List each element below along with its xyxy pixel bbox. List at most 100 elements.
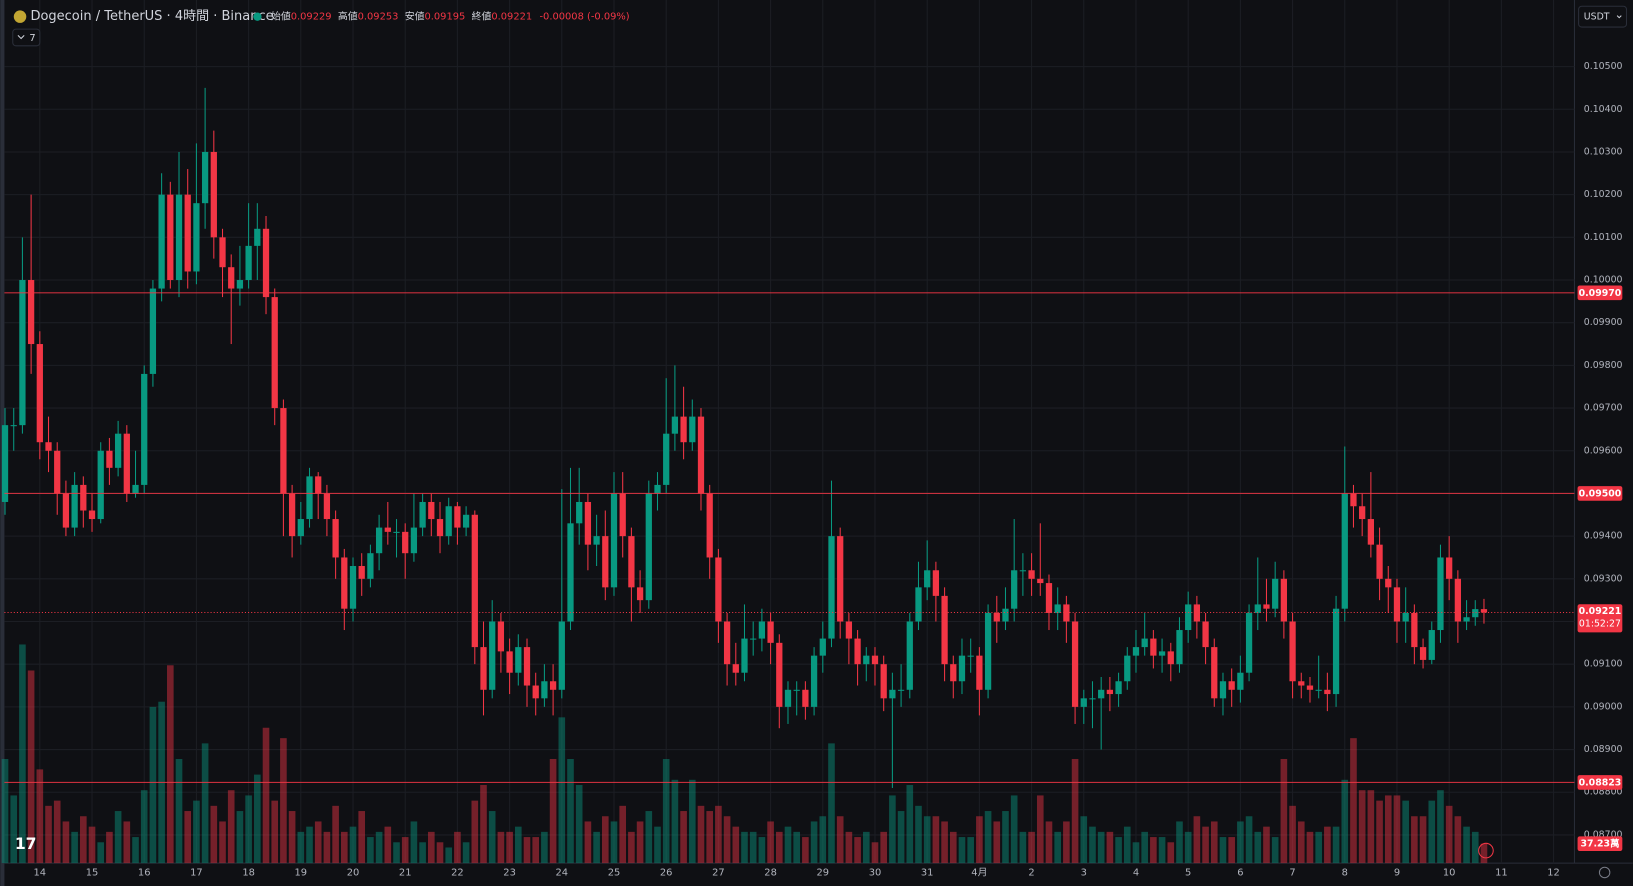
volume-bar bbox=[1063, 821, 1070, 864]
candle-body bbox=[1237, 672, 1244, 690]
candle-body bbox=[506, 651, 513, 673]
settings-icon[interactable] bbox=[1598, 866, 1611, 879]
candle-body bbox=[1071, 621, 1079, 707]
volume-bar bbox=[410, 821, 418, 864]
candle-body bbox=[897, 689, 905, 691]
open-value: 0.09229 bbox=[291, 12, 332, 23]
candle-body bbox=[384, 527, 391, 532]
candle-body bbox=[10, 425, 17, 427]
volume-bar bbox=[967, 837, 974, 864]
candle-body bbox=[1402, 612, 1409, 622]
candle-body bbox=[1446, 557, 1453, 579]
volume-bar bbox=[384, 826, 392, 864]
candle-body bbox=[1011, 570, 1018, 609]
volume-bar bbox=[254, 774, 261, 864]
volume-bar bbox=[454, 831, 461, 864]
volume-bar bbox=[1341, 779, 1349, 864]
volume-bar bbox=[1176, 821, 1183, 864]
volume-bar bbox=[836, 816, 844, 864]
volume-bar bbox=[132, 837, 139, 864]
candle-body bbox=[950, 664, 957, 682]
volume-bar bbox=[541, 831, 548, 864]
volume-bar bbox=[471, 800, 479, 864]
volume-bar bbox=[1384, 795, 1392, 864]
volume-bar bbox=[1219, 837, 1227, 864]
candle-body bbox=[993, 612, 1000, 622]
candle-body bbox=[1280, 578, 1288, 622]
y-tick-label: 0.09700 bbox=[1584, 403, 1623, 414]
price-line-tag bbox=[1577, 775, 1623, 790]
volume-bar bbox=[1019, 831, 1027, 864]
indicator-toggle[interactable] bbox=[12, 28, 41, 47]
volume-bar bbox=[393, 842, 400, 864]
volume-bar bbox=[915, 805, 922, 864]
candle-body bbox=[262, 228, 270, 298]
volume-bar bbox=[436, 842, 444, 864]
volume-bar bbox=[462, 842, 470, 864]
candle-body bbox=[976, 655, 983, 690]
candle-body bbox=[663, 433, 670, 485]
volume-bar bbox=[1097, 831, 1105, 864]
candle-body bbox=[288, 493, 296, 537]
volume-bar bbox=[715, 805, 722, 864]
candle-body bbox=[97, 450, 104, 520]
volume-bar bbox=[593, 831, 600, 864]
y-tick-label: 0.09600 bbox=[1584, 445, 1623, 456]
price-line-tag bbox=[1577, 285, 1623, 301]
candle-body bbox=[1245, 612, 1253, 673]
volume-bar bbox=[36, 769, 44, 864]
volume-bar bbox=[1454, 816, 1462, 864]
volume-bar bbox=[1071, 758, 1079, 864]
candle-body bbox=[358, 566, 365, 579]
candle-body bbox=[1211, 647, 1218, 699]
candle-body bbox=[1219, 681, 1227, 699]
price-line-label: 0.08823 bbox=[1579, 777, 1622, 788]
candle-body bbox=[332, 519, 339, 558]
volume-bar bbox=[871, 842, 879, 864]
candle-body bbox=[1324, 689, 1331, 695]
open-label: 始値 bbox=[271, 10, 291, 23]
candle-body bbox=[584, 501, 592, 545]
y-tick-label: 0.08700 bbox=[1584, 829, 1623, 840]
candle-body bbox=[462, 514, 470, 528]
candle-body bbox=[341, 557, 348, 609]
volume-bar bbox=[932, 816, 940, 864]
candle-body bbox=[1089, 698, 1096, 700]
volume-bar bbox=[427, 831, 435, 864]
candle-body bbox=[837, 536, 844, 622]
volume-bar bbox=[1010, 795, 1018, 864]
y-tick-label: 0.09300 bbox=[1584, 573, 1623, 584]
volume-bar bbox=[62, 821, 70, 864]
candle-body bbox=[863, 655, 870, 665]
volume-bar bbox=[906, 785, 914, 864]
current-price-label: 0.09221 bbox=[1579, 606, 1622, 617]
volume-bar bbox=[27, 670, 35, 864]
volume-bar bbox=[1402, 800, 1409, 864]
volume-bar bbox=[262, 727, 270, 864]
volume-bar bbox=[575, 785, 583, 864]
x-tick-label: 24 bbox=[556, 867, 569, 878]
volume-bar bbox=[53, 800, 61, 864]
volume-bar bbox=[358, 811, 366, 864]
candle-body bbox=[1150, 638, 1157, 656]
volume-bar bbox=[201, 743, 209, 864]
candle-body bbox=[741, 638, 748, 673]
candle-body bbox=[271, 297, 278, 409]
candle-body bbox=[497, 621, 505, 652]
alert-icon[interactable] bbox=[1478, 842, 1494, 859]
y-tick-label: 0.09900 bbox=[1584, 317, 1623, 328]
y-tick-label: 0.09800 bbox=[1584, 360, 1623, 371]
candle-body bbox=[1428, 630, 1435, 660]
candle-body bbox=[1367, 519, 1375, 545]
volume-bar bbox=[1367, 790, 1375, 864]
symbol-title[interactable]: Dogecoin / TetherUS · 4時間 · Binance bbox=[30, 9, 273, 24]
volume-bar bbox=[793, 831, 800, 864]
x-tick-label: 23 bbox=[503, 867, 516, 878]
volume-bar bbox=[1271, 837, 1279, 864]
currency-button[interactable] bbox=[1578, 5, 1628, 28]
candle-body bbox=[1359, 506, 1366, 520]
candle-body bbox=[750, 638, 757, 640]
volume-bar bbox=[619, 805, 627, 864]
close-value: 0.09221 bbox=[491, 12, 532, 23]
